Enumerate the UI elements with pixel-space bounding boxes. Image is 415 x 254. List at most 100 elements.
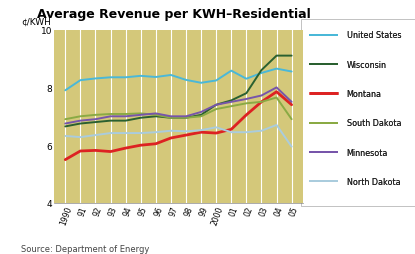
United States [289,71,294,74]
Line: Wisconsin: Wisconsin [65,56,292,127]
North Dakota [153,131,158,134]
Text: Average Revenue per KWH–Residential: Average Revenue per KWH–Residential [37,8,311,21]
Wisconsin [108,120,113,123]
Montana [63,158,68,162]
Wisconsin [93,121,98,124]
United States [168,74,173,77]
Wisconsin [259,69,264,72]
United States [138,75,143,78]
Minnesota [78,120,83,123]
Text: ¢/KWH: ¢/KWH [22,18,51,27]
Text: Wisconsin: Wisconsin [347,60,386,69]
South Dakota [183,117,188,120]
Minnesota [244,98,249,101]
Text: Source: Department of Energy: Source: Department of Energy [21,245,149,253]
United States [274,68,279,71]
Minnesota [63,122,68,125]
North Dakota [108,132,113,135]
Wisconsin [168,117,173,120]
Minnesota [108,115,113,118]
Montana [153,143,158,146]
Montana [123,147,128,150]
Montana [244,114,249,117]
Minnesota [274,87,279,90]
South Dakota [78,115,83,118]
North Dakota [168,130,173,133]
Text: Wisconsin: Wisconsin [347,60,386,69]
South Dakota [244,102,249,105]
South Dakota [229,105,234,108]
Wisconsin [63,125,68,129]
North Dakota [78,136,83,139]
North Dakota [199,129,204,132]
Wisconsin [183,117,188,120]
North Dakota [183,130,188,133]
Text: North Dakota: North Dakota [347,177,400,186]
Montana [78,150,83,153]
United States [63,89,68,92]
Minnesota [214,104,219,107]
North Dakota [244,131,249,134]
Text: South Dakota: South Dakota [347,119,401,128]
Text: South Dakota: South Dakota [347,119,401,128]
North Dakota [229,131,234,134]
Wisconsin [78,122,83,125]
Minnesota [93,118,98,121]
United States [259,72,264,75]
Wisconsin [274,55,279,58]
United States [214,80,219,83]
South Dakota [138,113,143,116]
Line: North Dakota: North Dakota [65,125,292,147]
Minnesota [229,101,234,104]
Minnesota [259,94,264,98]
Minnesota [289,101,294,104]
North Dakota [93,134,98,137]
United States [244,78,249,81]
Minnesota [153,113,158,116]
United States [199,82,204,85]
South Dakota [259,101,264,104]
United States [108,76,113,80]
Montana [108,150,113,153]
United States [153,76,158,79]
South Dakota [199,115,204,118]
South Dakota [108,113,113,116]
North Dakota [138,132,143,135]
Montana [183,134,188,137]
Wisconsin [289,55,294,58]
Line: South Dakota: South Dakota [65,98,292,120]
Montana [168,137,173,140]
South Dakota [168,117,173,120]
Minnesota [138,114,143,117]
Minnesota [168,115,173,118]
Wisconsin [244,92,249,95]
North Dakota [214,126,219,129]
Text: Minnesota: Minnesota [347,148,388,157]
United States [93,78,98,81]
Text: Montana: Montana [347,89,381,99]
Text: United States: United States [347,31,401,40]
Text: Montana: Montana [347,89,381,99]
Montana [199,131,204,134]
United States [78,79,83,82]
Montana [229,128,234,131]
South Dakota [93,114,98,117]
Wisconsin [229,100,234,103]
North Dakota [123,132,128,135]
North Dakota [63,135,68,138]
Wisconsin [123,120,128,123]
Wisconsin [153,115,158,118]
Text: United States: United States [347,31,401,40]
United States [123,76,128,80]
Text: Minnesota: Minnesota [347,148,388,157]
North Dakota [289,146,294,149]
Montana [259,101,264,104]
Line: United States: United States [65,69,292,91]
Montana [138,144,143,147]
Line: Minnesota: Minnesota [65,88,292,124]
South Dakota [123,113,128,116]
Text: North Dakota: North Dakota [347,177,400,186]
Line: Montana: Montana [65,92,292,160]
Wisconsin [214,104,219,107]
North Dakota [259,130,264,133]
